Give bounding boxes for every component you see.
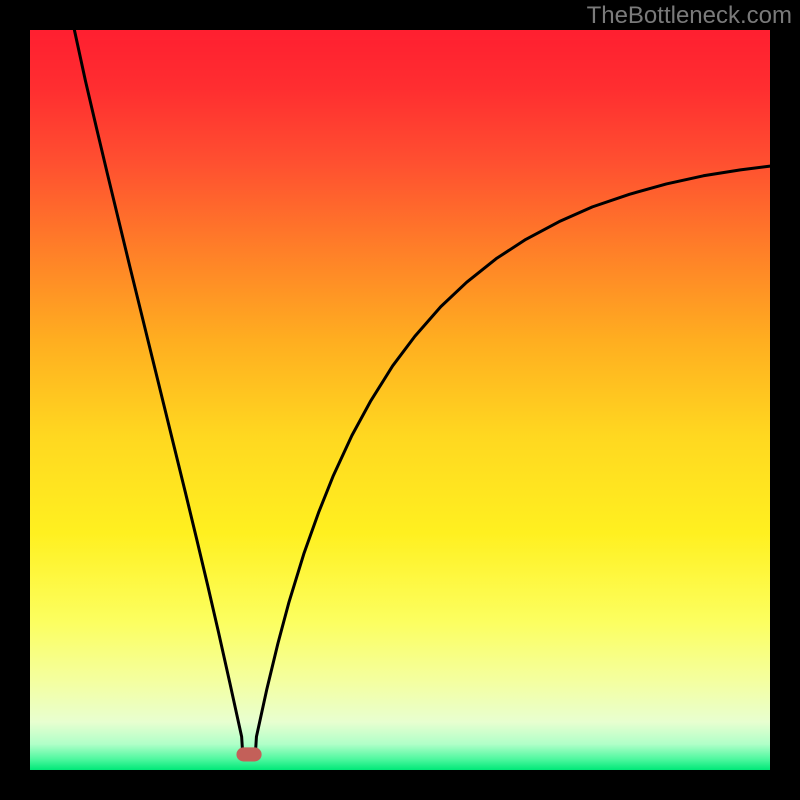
chart-container: TheBottleneck.com [0,0,800,800]
plot-background [30,30,770,770]
optimal-marker [236,747,261,761]
watermark-text: TheBottleneck.com [587,2,792,30]
bottleneck-chart [0,0,800,800]
